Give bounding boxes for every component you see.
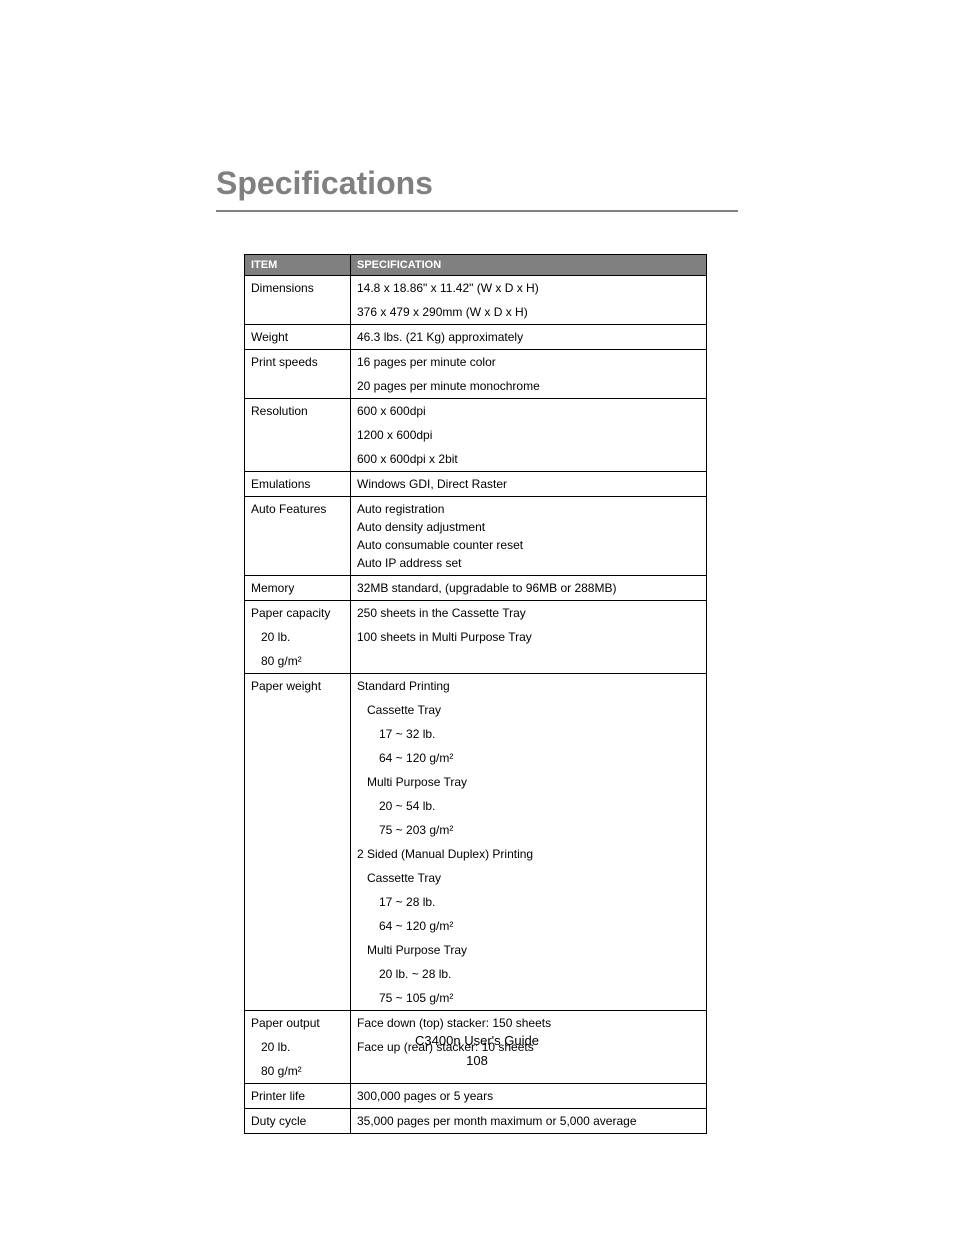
table-row: Resolution600 x 600dpi: [245, 399, 707, 424]
cell-spec: Standard Printing: [351, 674, 707, 699]
table-row: Paper weightStandard Printing: [245, 674, 707, 699]
cell-item: Paper capacity: [245, 601, 351, 626]
table-header-row: ITEM SPECIFICATION: [245, 255, 707, 276]
table-row: Multi Purpose Tray: [245, 770, 707, 794]
cell-item: [245, 866, 351, 890]
cell-item: Emulations: [245, 472, 351, 497]
table-row: Cassette Tray: [245, 866, 707, 890]
cell-spec: [351, 649, 707, 674]
cell-item: 20 lb.: [245, 625, 351, 649]
cell-item: [245, 770, 351, 794]
cell-spec: Cassette Tray: [351, 698, 707, 722]
table-row: Cassette Tray: [245, 698, 707, 722]
cell-spec: 14.8 x 18.86" x 11.42" (W x D x H): [351, 276, 707, 301]
cell-spec: Auto registrationAuto density adjustment…: [351, 497, 707, 576]
cell-item: [245, 300, 351, 325]
cell-item: Printer life: [245, 1084, 351, 1109]
table-row: EmulationsWindows GDI, Direct Raster: [245, 472, 707, 497]
cell-spec: 20 lb. ~ 28 lb.: [351, 962, 707, 986]
cell-spec: 35,000 pages per month maximum or 5,000 …: [351, 1109, 707, 1134]
cell-item: [245, 698, 351, 722]
table-row: 1200 x 600dpi: [245, 423, 707, 447]
table-row: Dimensions14.8 x 18.86" x 11.42" (W x D …: [245, 276, 707, 301]
table-row: 20 ~ 54 lb.: [245, 794, 707, 818]
cell-item: Paper weight: [245, 674, 351, 699]
table-row: 20 lb.100 sheets in Multi Purpose Tray: [245, 625, 707, 649]
table-row: Auto FeaturesAuto registrationAuto densi…: [245, 497, 707, 576]
cell-spec: 300,000 pages or 5 years: [351, 1084, 707, 1109]
cell-spec: 20 ~ 54 lb.: [351, 794, 707, 818]
cell-item: [245, 447, 351, 472]
cell-item: [245, 842, 351, 866]
cell-spec: 17 ~ 32 lb.: [351, 722, 707, 746]
table-row: 20 pages per minute monochrome: [245, 374, 707, 399]
page-title: Specifications: [216, 165, 738, 202]
page-footer: C3400n User's Guide 108: [0, 1031, 954, 1070]
cell-item: [245, 914, 351, 938]
table-row: Memory32MB standard, (upgradable to 96MB…: [245, 576, 707, 601]
cell-spec: 75 ~ 105 g/m²: [351, 986, 707, 1011]
table-row: 376 x 479 x 290mm (W x D x H): [245, 300, 707, 325]
cell-item: [245, 722, 351, 746]
specifications-table: ITEM SPECIFICATION Dimensions14.8 x 18.8…: [244, 254, 707, 1134]
cell-item: [245, 746, 351, 770]
table-row: 17 ~ 28 lb.: [245, 890, 707, 914]
cell-spec: Multi Purpose Tray: [351, 938, 707, 962]
table-row: Paper capacity250 sheets in the Cassette…: [245, 601, 707, 626]
cell-spec: 17 ~ 28 lb.: [351, 890, 707, 914]
cell-item: [245, 938, 351, 962]
table-row: 75 ~ 203 g/m²: [245, 818, 707, 842]
table-row: 600 x 600dpi x 2bit: [245, 447, 707, 472]
cell-item: [245, 986, 351, 1011]
table-row: Duty cycle35,000 pages per month maximum…: [245, 1109, 707, 1134]
cell-item: Memory: [245, 576, 351, 601]
cell-spec: 600 x 600dpi: [351, 399, 707, 424]
cell-spec: 2 Sided (Manual Duplex) Printing: [351, 842, 707, 866]
cell-spec: 46.3 lbs. (21 Kg) approximately: [351, 325, 707, 350]
cell-item: [245, 818, 351, 842]
cell-spec: 250 sheets in the Cassette Tray: [351, 601, 707, 626]
cell-spec: 75 ~ 203 g/m²: [351, 818, 707, 842]
footer-page-number: 108: [466, 1053, 488, 1068]
cell-item: Print speeds: [245, 350, 351, 375]
cell-spec: 100 sheets in Multi Purpose Tray: [351, 625, 707, 649]
cell-spec: 16 pages per minute color: [351, 350, 707, 375]
table-row: 2 Sided (Manual Duplex) Printing: [245, 842, 707, 866]
table-row: 80 g/m²: [245, 649, 707, 674]
cell-spec: 20 pages per minute monochrome: [351, 374, 707, 399]
cell-spec: 64 ~ 120 g/m²: [351, 746, 707, 770]
table-row: Print speeds16 pages per minute color: [245, 350, 707, 375]
table-row: Weight46.3 lbs. (21 Kg) approximately: [245, 325, 707, 350]
cell-item: [245, 423, 351, 447]
cell-spec: 1200 x 600dpi: [351, 423, 707, 447]
cell-spec: 376 x 479 x 290mm (W x D x H): [351, 300, 707, 325]
cell-item: Weight: [245, 325, 351, 350]
cell-item: Auto Features: [245, 497, 351, 576]
cell-item: Resolution: [245, 399, 351, 424]
cell-item: 80 g/m²: [245, 649, 351, 674]
table-row: Printer life300,000 pages or 5 years: [245, 1084, 707, 1109]
footer-guide-name: C3400n User's Guide: [415, 1033, 539, 1048]
table-row: 64 ~ 120 g/m²: [245, 746, 707, 770]
table-row: Multi Purpose Tray: [245, 938, 707, 962]
cell-spec: 32MB standard, (upgradable to 96MB or 28…: [351, 576, 707, 601]
header-specification: SPECIFICATION: [351, 255, 707, 276]
cell-spec: Windows GDI, Direct Raster: [351, 472, 707, 497]
cell-item: [245, 794, 351, 818]
title-underline: [216, 210, 738, 212]
cell-spec: 600 x 600dpi x 2bit: [351, 447, 707, 472]
cell-spec: 64 ~ 120 g/m²: [351, 914, 707, 938]
table-row: 75 ~ 105 g/m²: [245, 986, 707, 1011]
table-row: 20 lb. ~ 28 lb.: [245, 962, 707, 986]
cell-spec: Cassette Tray: [351, 866, 707, 890]
cell-item: [245, 962, 351, 986]
table-row: 64 ~ 120 g/m²: [245, 914, 707, 938]
cell-spec: Multi Purpose Tray: [351, 770, 707, 794]
cell-item: Duty cycle: [245, 1109, 351, 1134]
header-item: ITEM: [245, 255, 351, 276]
cell-item: [245, 890, 351, 914]
cell-item: [245, 374, 351, 399]
table-row: 17 ~ 32 lb.: [245, 722, 707, 746]
cell-item: Dimensions: [245, 276, 351, 301]
